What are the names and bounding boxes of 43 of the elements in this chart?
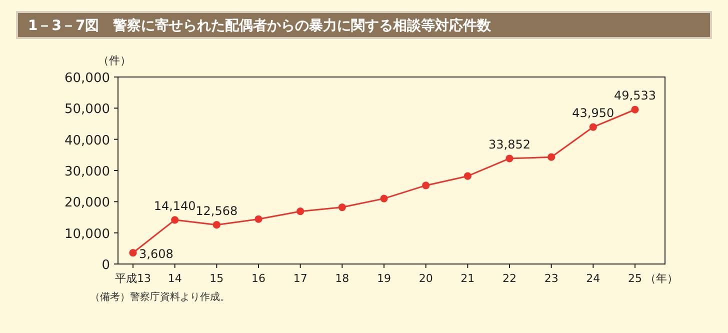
chart-title: 1－3－7図 警察に寄せられた配偶者からの暴力に関する相談等対応件数 — [28, 17, 492, 34]
x-tick-label: 24 — [586, 272, 600, 285]
y-tick-label: 10,000 — [64, 226, 110, 242]
y-tick-label: 30,000 — [64, 164, 110, 180]
point — [212, 221, 220, 229]
y-tick-label: 20,000 — [64, 196, 110, 211]
data-label: 3,608 — [139, 246, 174, 261]
x-tick-label: 25 — [628, 272, 642, 285]
data-label: 43,950 — [572, 106, 614, 120]
data-label: 33,852 — [488, 137, 530, 152]
y-tick-label: 60,000 — [64, 71, 110, 86]
x-tick-label: 17 — [293, 272, 308, 285]
point — [506, 154, 514, 162]
x-tick-label: 平成13 — [115, 272, 151, 285]
point — [296, 208, 304, 216]
text: （備考）警察庁資料より作成。 — [90, 291, 230, 303]
x-tick-label: 22 — [502, 272, 516, 285]
point — [380, 194, 388, 202]
data-label: 14,140 — [154, 198, 196, 213]
y-tick-label: 0 — [102, 258, 110, 273]
data-label: 12,568 — [196, 204, 238, 218]
point — [464, 172, 472, 180]
point — [548, 153, 556, 161]
point — [631, 106, 639, 114]
point — [129, 248, 137, 257]
x-tick-label: 14 — [168, 272, 182, 285]
x-tick-label: 23 — [544, 272, 558, 285]
x-tick-label: 15 — [210, 272, 224, 285]
x-tick-label: 20 — [418, 272, 433, 285]
x-tick-label: 21 — [460, 272, 475, 285]
point — [422, 182, 430, 190]
x-tick-label: 18 — [335, 272, 350, 285]
y-axis-title: （件） — [98, 54, 131, 67]
point — [338, 203, 346, 212]
point — [589, 123, 597, 131]
data-label: 49,533 — [614, 88, 656, 103]
point — [171, 216, 179, 224]
x-axis-title: （年） — [645, 272, 678, 285]
point — [254, 215, 262, 223]
x-tick-label: 16 — [252, 272, 266, 285]
y-tick-label: 40,000 — [64, 133, 110, 148]
y-tick-label: 50,000 — [64, 102, 110, 118]
x-tick-label: 19 — [377, 272, 391, 285]
